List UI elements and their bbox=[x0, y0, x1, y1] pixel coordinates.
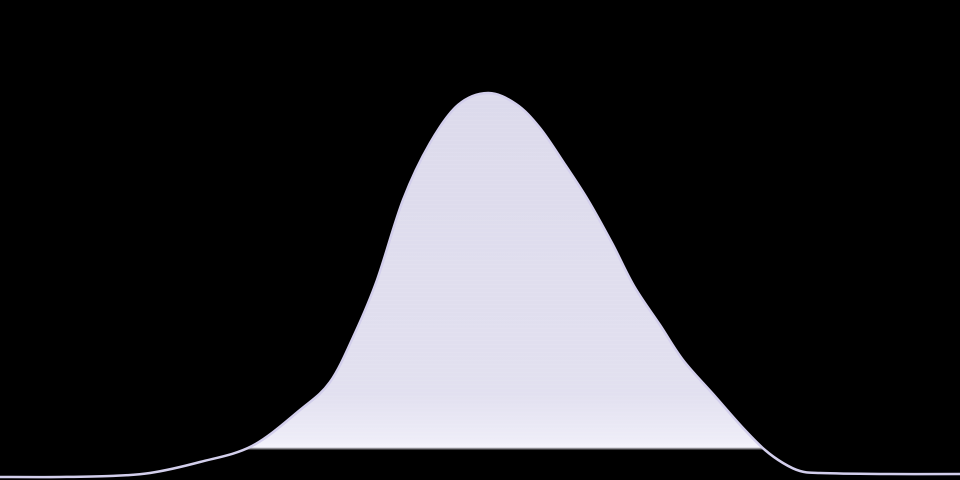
density-curve-line bbox=[0, 91, 960, 479]
density-fill-banding bbox=[249, 92, 762, 447]
